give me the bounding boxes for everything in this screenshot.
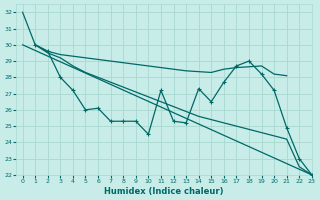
X-axis label: Humidex (Indice chaleur): Humidex (Indice chaleur)	[104, 187, 224, 196]
